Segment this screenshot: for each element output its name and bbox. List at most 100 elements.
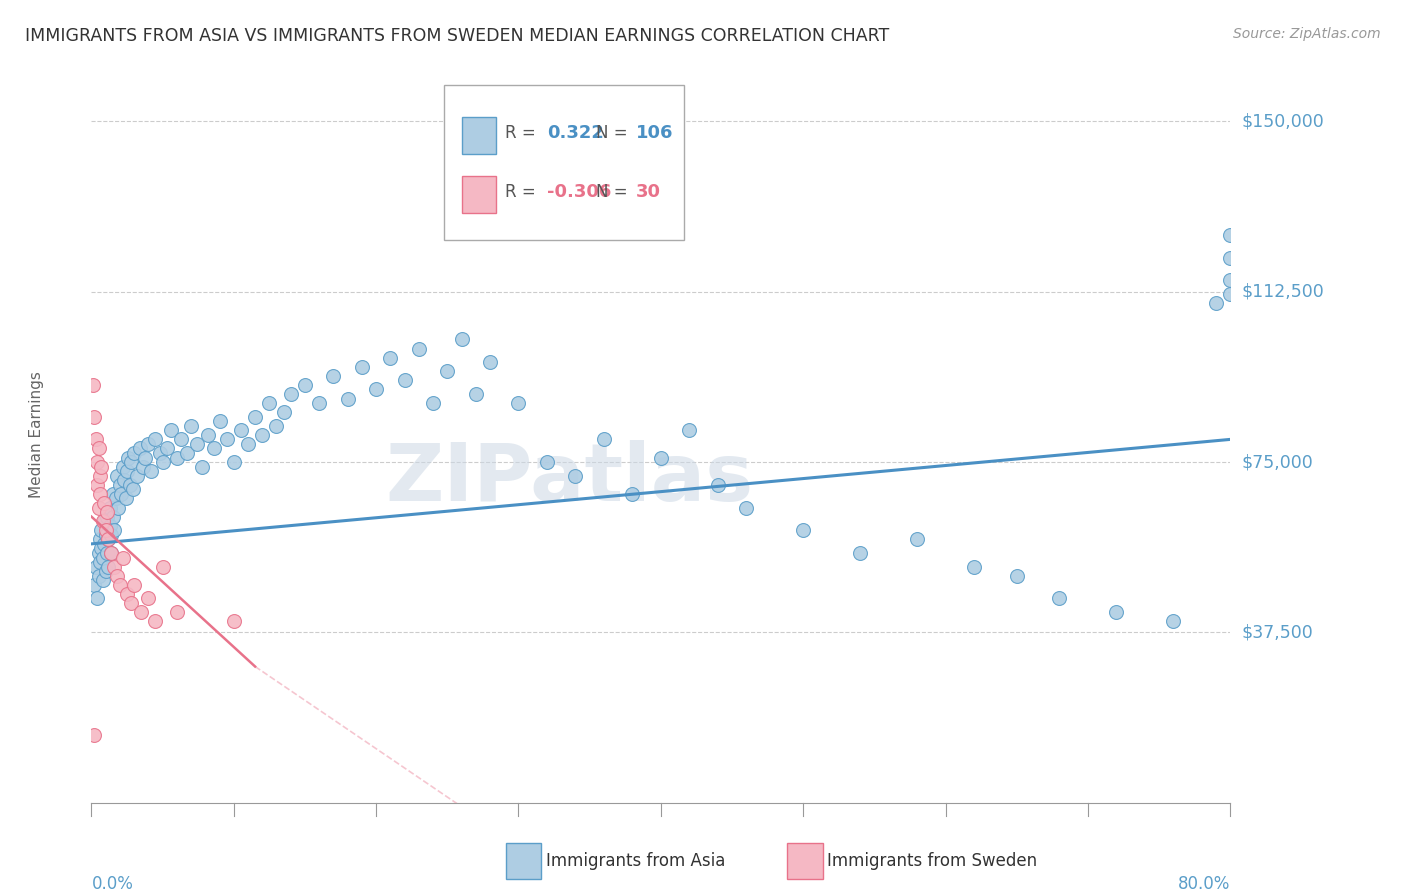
Point (145, 433, 167, 447)
Point (160, 423, 183, 437)
Point (336, 392, 359, 406)
Point (96, 509, 118, 524)
Point (128, 442, 150, 456)
Point (152, 559, 174, 574)
Point (134, 450, 156, 465)
Point (364, 383, 387, 397)
Point (111, 550, 134, 565)
Point (156, 442, 179, 456)
Point (229, 423, 252, 437)
Point (508, 396, 530, 410)
Point (90, 459, 112, 474)
Point (94, 523, 117, 537)
Point (93, 537, 115, 551)
Text: $150,000: $150,000 (1241, 112, 1324, 130)
Point (166, 450, 188, 465)
Point (84, 559, 107, 574)
Point (963, 559, 986, 574)
Text: Immigrants from Asia: Immigrants from Asia (546, 852, 725, 870)
Point (84, 433, 107, 447)
Point (86, 455, 108, 469)
Point (131, 459, 153, 474)
Point (222, 455, 245, 469)
Point (103, 559, 125, 574)
Point (141, 464, 163, 478)
Text: $37,500: $37,500 (1241, 624, 1313, 641)
Point (1005, 568, 1028, 582)
Text: 0.0%: 0.0% (91, 875, 134, 892)
Point (138, 437, 160, 451)
Point (259, 396, 281, 410)
Point (103, 523, 125, 537)
Point (191, 459, 214, 474)
Point (87, 442, 110, 456)
Point (83, 578, 105, 592)
Text: R =: R = (505, 183, 536, 201)
Point (650, 450, 672, 465)
Point (593, 433, 616, 447)
Point (121, 483, 143, 497)
Point (464, 387, 486, 401)
Point (294, 377, 316, 392)
Point (1219, 287, 1241, 301)
Point (792, 523, 814, 537)
Text: 80.0%: 80.0% (1178, 875, 1230, 892)
Point (94, 528, 117, 542)
Text: Source: ZipAtlas.com: Source: ZipAtlas.com (1233, 27, 1381, 41)
Point (236, 437, 259, 451)
Point (380, 351, 402, 365)
Point (706, 478, 728, 492)
Point (621, 487, 644, 501)
Point (273, 405, 295, 419)
Point (125, 468, 148, 483)
Point (215, 433, 238, 447)
Point (1205, 296, 1227, 310)
Point (91, 573, 114, 587)
Point (1219, 251, 1241, 265)
Text: R =: R = (505, 124, 536, 142)
Point (94, 564, 117, 578)
Point (170, 433, 193, 447)
Point (122, 446, 145, 460)
Point (222, 614, 245, 628)
Point (678, 423, 700, 437)
Point (1219, 227, 1241, 242)
Point (394, 373, 416, 387)
FancyBboxPatch shape (444, 86, 683, 240)
Point (86, 591, 108, 606)
Point (166, 605, 188, 619)
Text: IMMIGRANTS FROM ASIA VS IMMIGRANTS FROM SWEDEN MEDIAN EARNINGS CORRELATION CHART: IMMIGRANTS FROM ASIA VS IMMIGRANTS FROM … (25, 27, 890, 45)
Point (82, 377, 104, 392)
Point (87, 546, 110, 560)
Point (117, 450, 139, 465)
Point (93, 496, 115, 510)
Point (180, 418, 202, 433)
Point (100, 546, 122, 560)
Point (90, 541, 112, 556)
Point (536, 455, 558, 469)
Point (849, 546, 872, 560)
Point (83, 409, 105, 424)
Point (478, 355, 502, 369)
Text: Median Earnings: Median Earnings (30, 371, 44, 499)
Point (101, 509, 124, 524)
Text: N =: N = (596, 124, 627, 142)
Point (408, 342, 430, 356)
Point (450, 333, 472, 347)
Point (96, 546, 118, 560)
Point (243, 409, 266, 424)
Point (86, 478, 108, 492)
Point (322, 368, 344, 383)
Point (96, 505, 118, 519)
Point (115, 464, 138, 478)
Point (112, 473, 135, 487)
Point (108, 478, 131, 492)
Text: $75,000: $75,000 (1241, 453, 1313, 471)
Text: 30: 30 (636, 183, 661, 201)
Point (114, 491, 136, 506)
Point (120, 596, 142, 610)
Text: $112,500: $112,500 (1241, 283, 1324, 301)
Point (98, 500, 121, 515)
Point (122, 578, 145, 592)
Point (735, 500, 758, 515)
